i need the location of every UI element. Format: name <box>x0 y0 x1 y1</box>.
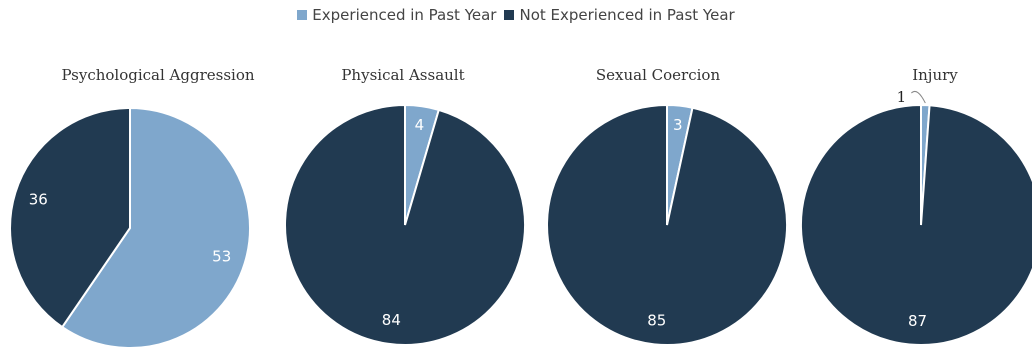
leader-line-injury <box>910 90 926 104</box>
pie-physical-assault: 4 84 Physical Assault <box>284 66 527 346</box>
pie-psychological-aggression: 53 36 Psychological Aggression <box>9 66 255 349</box>
chart-title-injury: Injury <box>912 66 958 84</box>
legend: Experienced in Past Year Not Experienced… <box>0 6 1032 24</box>
legend-label-experienced: Experienced in Past Year <box>312 6 497 24</box>
chart-title-physical-assault: Physical Assault <box>341 66 464 84</box>
pie-slice-psychological-aggression-experienced <box>60 106 252 349</box>
pie-slice-physical-assault-not-experienced <box>284 103 527 346</box>
data-label-sexual-coercion-experienced: 3 <box>673 116 683 134</box>
data-label-physical-assault-not-experienced: 84 <box>382 311 401 329</box>
pie-slice-injury-not-experienced <box>799 103 1032 346</box>
data-label-psychological-aggression-not-experienced: 36 <box>29 191 48 209</box>
legend-item-experienced: Experienced in Past Year <box>297 6 496 24</box>
data-label-injury-not-experienced: 87 <box>908 312 927 330</box>
pie-injury: 1 87 Injury <box>799 66 1032 346</box>
legend-label-not-experienced: Not Experienced in Past Year <box>519 6 735 24</box>
data-label-injury-experienced: 1 <box>897 88 907 106</box>
legend-item-not-experienced: Not Experienced in Past Year <box>504 6 735 24</box>
chart-title-sexual-coercion: Sexual Coercion <box>596 66 721 84</box>
legend-swatch-experienced <box>297 10 308 20</box>
data-label-physical-assault-experienced: 4 <box>415 116 425 134</box>
pie-slice-sexual-coercion-not-experienced <box>546 103 789 346</box>
pie-sexual-coercion: 3 85 Sexual Coercion <box>546 66 789 346</box>
pie-slice-psychological-aggression-not-experienced <box>9 106 131 329</box>
data-label-psychological-aggression-experienced: 53 <box>212 247 231 265</box>
data-label-sexual-coercion-not-experienced: 85 <box>647 311 666 329</box>
legend-swatch-not-experienced <box>504 10 515 20</box>
chart-title-psychological-aggression: Psychological Aggression <box>61 66 254 84</box>
